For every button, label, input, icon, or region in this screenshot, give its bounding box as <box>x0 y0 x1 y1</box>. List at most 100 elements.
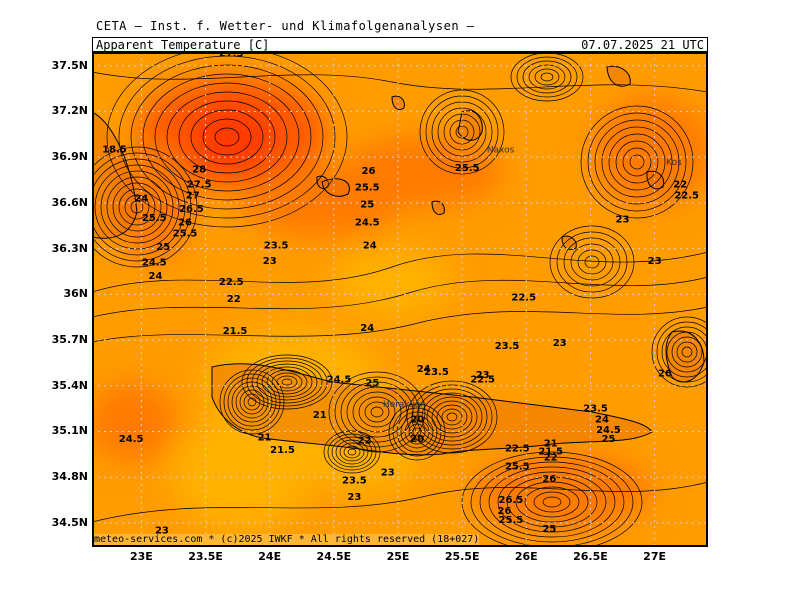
contour-label: 24.5 <box>596 425 621 436</box>
isotherm <box>656 321 708 383</box>
isotherm <box>540 72 554 82</box>
contour-label: 25.5 <box>142 213 167 224</box>
longitude-label: 26E <box>514 550 538 563</box>
map-subtitle-bar: Apparent Temperature [C] 07.07.2025 21 U… <box>92 37 708 52</box>
isotherm <box>106 176 168 238</box>
isotherm <box>92 306 708 343</box>
longitude-label: 25E <box>386 550 410 563</box>
contour-label: 25 <box>365 378 379 389</box>
contour-label: 26 <box>542 474 556 485</box>
contour-label: 25 <box>156 242 170 253</box>
isotherm <box>594 119 680 205</box>
map-frame <box>92 52 708 547</box>
isotherm <box>506 476 598 528</box>
contour-label: 22.5 <box>511 292 536 303</box>
isotherm <box>124 194 150 220</box>
contour-label: 25 <box>601 434 615 445</box>
contour-label: 23 <box>616 215 630 226</box>
contour-label: 26 <box>178 218 192 229</box>
isotherm <box>392 407 442 457</box>
isotherm <box>497 471 607 533</box>
contour-label: 24 <box>360 323 374 334</box>
latitude-label: 35.1N <box>51 424 88 438</box>
isotherm <box>247 397 257 407</box>
contour-label: 24 <box>363 241 377 252</box>
contour-label: 22 <box>227 294 241 305</box>
contour-label: 22 <box>358 436 372 447</box>
isotherm <box>256 363 318 401</box>
isotherm <box>515 481 589 523</box>
contour-label: 23 <box>155 526 169 537</box>
contour-label: 25.5 <box>455 163 480 174</box>
contour-label: 23.5 <box>342 475 367 486</box>
contour-label: 24.5 <box>142 257 167 268</box>
isotherm <box>92 152 192 262</box>
isotherm <box>235 385 269 419</box>
isotherm <box>601 126 673 198</box>
latitude-label: 35.4N <box>51 378 88 392</box>
isotherm <box>431 400 473 434</box>
latitude-label: 36.6N <box>51 195 88 209</box>
contour-label: 24 <box>134 193 148 204</box>
contour-label: 23.5 <box>495 341 520 352</box>
isotherm <box>130 64 324 210</box>
isotherm <box>358 396 396 428</box>
isotherm <box>261 366 313 398</box>
isotherm <box>524 486 580 518</box>
longitude-label: 23.5E <box>188 550 223 563</box>
isotherm <box>522 60 572 94</box>
place-label: Kos <box>666 158 682 168</box>
isotherm <box>92 481 708 523</box>
isotherm <box>528 64 566 90</box>
place-labels: Naxos Heraklion Kos <box>383 146 682 411</box>
contour-labels: 27.52827.52726.52625.525.52524.52418.524… <box>102 52 699 537</box>
contour-label: 25 <box>542 524 556 535</box>
isotherm <box>166 91 288 183</box>
isotherm <box>92 276 708 318</box>
contour-label: 27 <box>186 190 200 201</box>
isotherm <box>178 100 276 174</box>
isotherm <box>615 140 659 184</box>
contour-label: 25 <box>360 199 374 210</box>
isotherm <box>214 127 240 147</box>
isotherm <box>347 448 357 456</box>
contour-label: 23.5 <box>264 241 289 252</box>
parameter-label: Apparent Temperature [C] <box>96 38 270 52</box>
shade-blob <box>332 247 452 317</box>
contour-label: 26 <box>658 369 672 380</box>
isotherm <box>580 105 694 219</box>
contour-label: 25.5 <box>173 228 198 239</box>
isotherm <box>223 373 281 431</box>
shade-blob <box>302 412 422 492</box>
isotherm <box>441 408 463 426</box>
place-label: Naxos <box>487 146 515 156</box>
coastline <box>316 175 329 190</box>
contour-label: 21 <box>544 439 558 450</box>
longitude-label: 27E <box>643 550 666 563</box>
isotherm <box>587 112 687 212</box>
shade-blob <box>92 382 177 462</box>
latitude-label: 34.8N <box>51 470 88 484</box>
isotherm <box>584 255 600 269</box>
isotherm <box>676 341 698 363</box>
contour-label: 23.5 <box>583 404 608 415</box>
contour-label: 26.5 <box>499 495 524 506</box>
isotherm <box>346 386 408 438</box>
latitude-label: 35.7N <box>51 333 88 347</box>
contour-label: 26 <box>498 506 512 517</box>
isotherm <box>352 391 402 433</box>
isotherm <box>154 82 300 192</box>
contour-label: 27.5 <box>187 180 212 191</box>
isotherm <box>112 182 162 232</box>
contour-label: 24.5 <box>119 434 144 445</box>
shade-blob <box>187 102 277 172</box>
contour-label: 24 <box>149 271 163 282</box>
isotherm <box>202 118 252 156</box>
isotherm <box>488 466 616 538</box>
isotherm <box>651 316 708 388</box>
contour-label: 21.5 <box>270 445 295 456</box>
isotherm <box>92 71 708 93</box>
isotherm <box>92 158 186 256</box>
isotherm <box>671 336 703 368</box>
latitude-label: 36N <box>63 287 88 301</box>
